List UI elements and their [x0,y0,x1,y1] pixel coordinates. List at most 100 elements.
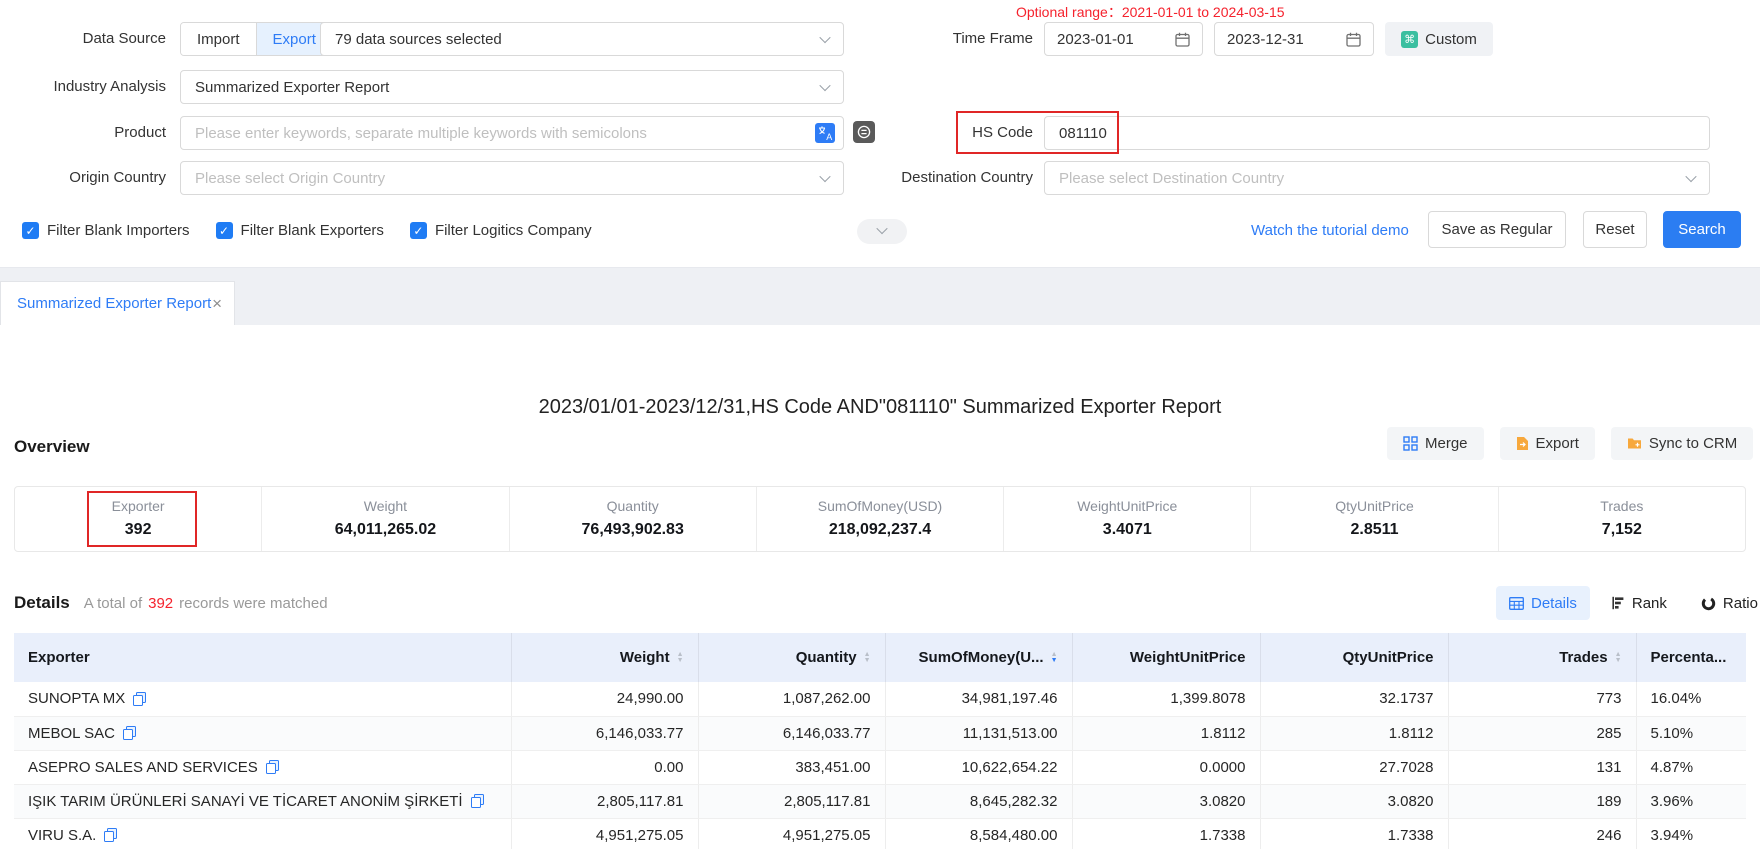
col-trades[interactable]: Trades▲▼ [1448,633,1636,682]
copy-icon[interactable] [266,760,279,774]
exporter-name[interactable]: ASEPRO SALES AND SERVICES [28,759,258,776]
chevron-down-icon [819,32,830,43]
table-row: MEBOL SAC 6,146,033.77 6,146,033.77 11,1… [14,716,1746,750]
sort-icon: ▲▼ [1615,652,1622,664]
custom-range-button[interactable]: ⌘ Custom [1385,22,1493,56]
industry-analysis-label: Industry Analysis [0,70,166,104]
col-qty-unit-price: QtyUnitPrice [1260,633,1448,682]
expand-filters-button[interactable] [857,219,907,244]
view-rank-button[interactable]: Rank [1598,586,1680,620]
origin-country-dropdown[interactable]: Please select Origin Country [180,161,844,195]
details-header: Details A total of 392 records were matc… [14,593,328,613]
data-source-label: Data Source [0,22,166,56]
stat-trades: Trades 7,152 [1498,487,1745,551]
filter-blank-exporters-checkbox[interactable]: ✓ Filter Blank Exporters [216,222,384,239]
stat-qty-unit-price: QtyUnitPrice 2.8511 [1250,487,1497,551]
export-file-icon [1516,436,1529,451]
stat-weight-unit-price: WeightUnitPrice 3.4071 [1003,487,1250,551]
filter-blank-importers-checkbox[interactable]: ✓ Filter Blank Importers [22,222,190,239]
translate-icon[interactable]: A [815,123,835,143]
sort-icon: ▲▼ [864,652,871,664]
hs-code-input[interactable] [1044,116,1710,150]
checkbox-checked-icon: ✓ [216,222,233,239]
optional-range-note: Optional range：2021-01-01 to 2024-03-15 [1016,2,1285,22]
exporter-name[interactable]: MEBOL SAC [28,725,115,742]
merge-button[interactable]: Merge [1387,427,1484,460]
product-label: Product [0,116,166,150]
report-title: 2023/01/01-2023/12/31,HS Code AND"081110… [0,396,1760,419]
table-header-row: Exporter Weight▲▼ Quantity▲▼ SumOfMoney(… [14,633,1746,682]
data-source-toggle: Import Export [180,22,333,56]
time-frame-label: Time Frame [873,22,1033,56]
copy-icon[interactable] [104,828,117,842]
search-button[interactable]: Search [1663,211,1741,248]
table-row: SUNOPTA MX 24,990.00 1,087,262.00 34,981… [14,682,1746,716]
table-icon [1509,597,1524,610]
industry-analysis-dropdown[interactable]: Summarized Exporter Report [180,70,844,104]
stat-sum-of-money: SumOfMoney(USD) 218,092,237.4 [756,487,1003,551]
table-row: ASEPRO SALES AND SERVICES 0.00 383,451.0… [14,750,1746,784]
filter-logistics-company-checkbox[interactable]: ✓ Filter Logitics Company [410,222,592,239]
checkbox-checked-icon: ✓ [22,222,39,239]
copy-icon[interactable] [471,794,484,808]
col-exporter: Exporter [14,633,511,682]
rank-bars-icon [1611,596,1625,610]
match-mode-icon[interactable] [853,121,875,143]
table-row: IŞIK TARIM ÜRÜNLERİ SANAYİ VE TİCARET AN… [14,784,1746,818]
start-date-input[interactable]: 2023-01-01 [1044,22,1203,56]
view-details-button[interactable]: Details [1496,586,1590,620]
details-heading: Details [14,593,70,613]
copy-icon[interactable] [133,692,146,706]
filter-checkboxes: ✓ Filter Blank Importers ✓ Filter Blank … [22,222,592,239]
hs-code-label: HS Code [873,116,1033,150]
table-row: VIRU S.A. 4,951,275.05 4,951,275.05 8,58… [14,818,1746,849]
match-summary-suffix: records were matched [179,595,327,612]
product-input[interactable] [181,125,815,142]
product-input-wrap: A [180,116,844,150]
tab-summarized-exporter-report[interactable]: Summarized Exporter Report × [0,281,235,325]
export-button[interactable]: Export [1500,427,1595,460]
end-date-input[interactable]: 2023-12-31 [1214,22,1374,56]
merge-grid-icon [1403,436,1418,451]
import-toggle[interactable]: Import [181,23,257,55]
tutorial-link[interactable]: Watch the tutorial demo [1251,213,1409,249]
stat-weight: Weight 64,011,265.02 [261,487,508,551]
sort-icon-active: ▲▼ [1051,652,1058,664]
close-icon[interactable]: × [212,295,222,312]
exporter-name[interactable]: IŞIK TARIM ÜRÜNLERİ SANAYİ VE TİCARET AN… [28,793,463,810]
match-count: 392 [148,595,173,612]
col-sum-of-money[interactable]: SumOfMoney(U...▲▼ [885,633,1072,682]
sync-to-crm-button[interactable]: Sync to CRM [1611,427,1753,460]
checkbox-checked-icon: ✓ [410,222,427,239]
data-sources-dropdown[interactable]: 79 data sources selected [320,22,844,56]
chevron-down-icon [819,171,830,182]
copy-icon[interactable] [123,726,136,740]
col-percentage: Percenta... [1636,633,1746,682]
ratio-donut-icon [1701,596,1716,611]
exporter-name[interactable]: VIRU S.A. [28,827,96,844]
calendar-icon [1346,32,1361,47]
stat-exporter: Exporter 392 [15,487,261,551]
col-quantity[interactable]: Quantity▲▼ [698,633,885,682]
reset-button[interactable]: Reset [1583,211,1647,248]
exporter-name[interactable]: SUNOPTA MX [28,690,125,707]
destination-country-dropdown[interactable]: Please select Destination Country [1044,161,1710,195]
view-switcher: Details Rank Ratio [1496,586,1760,620]
details-table: Exporter Weight▲▼ Quantity▲▼ SumOfMoney(… [14,633,1746,849]
overview-heading: Overview [14,437,90,457]
col-weight[interactable]: Weight▲▼ [511,633,698,682]
origin-country-label: Origin Country [0,161,166,195]
calendar-icon [1175,32,1190,47]
stat-quantity: Quantity 76,493,902.83 [509,487,756,551]
tab-bar: Summarized Exporter Report × [0,267,1760,325]
view-ratio-button[interactable]: Ratio [1688,586,1760,620]
save-as-regular-button[interactable]: Save as Regular [1428,211,1566,248]
match-summary-prefix: A total of [84,595,142,612]
command-icon: ⌘ [1401,31,1418,48]
overview-stats-bar: Exporter 392 Weight 64,011,265.02 Quanti… [14,486,1746,552]
folder-sync-icon [1627,437,1642,450]
destination-country-label: Destination Country [873,161,1033,195]
col-weight-unit-price: WeightUnitPrice [1072,633,1260,682]
chevron-down-icon [876,223,887,234]
overview-actions: Merge Export Sync to CRM [1387,427,1753,460]
